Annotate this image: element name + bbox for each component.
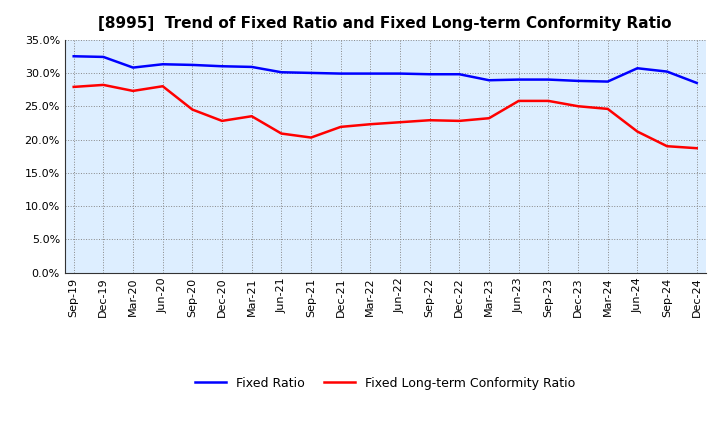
Fixed Ratio: [693, 80, 701, 85]
Fixed Ratio: [574, 78, 582, 84]
Fixed Long-term Conformity Ratio: [366, 121, 374, 127]
Title: [8995]  Trend of Fixed Ratio and Fixed Long-term Conformity Ratio: [8995] Trend of Fixed Ratio and Fixed Lo…: [99, 16, 672, 32]
Fixed Long-term Conformity Ratio: [336, 124, 345, 129]
Line: Fixed Ratio: Fixed Ratio: [73, 56, 697, 83]
Fixed Long-term Conformity Ratio: [99, 82, 108, 88]
Fixed Ratio: [366, 71, 374, 76]
Fixed Long-term Conformity Ratio: [485, 116, 493, 121]
Fixed Long-term Conformity Ratio: [426, 117, 434, 123]
Fixed Long-term Conformity Ratio: [69, 84, 78, 90]
Fixed Ratio: [69, 54, 78, 59]
Fixed Ratio: [633, 66, 642, 71]
Fixed Long-term Conformity Ratio: [693, 146, 701, 151]
Fixed Ratio: [514, 77, 523, 82]
Fixed Long-term Conformity Ratio: [396, 120, 405, 125]
Fixed Long-term Conformity Ratio: [544, 98, 553, 103]
Fixed Long-term Conformity Ratio: [188, 107, 197, 112]
Fixed Ratio: [455, 72, 464, 77]
Line: Fixed Long-term Conformity Ratio: Fixed Long-term Conformity Ratio: [73, 85, 697, 148]
Fixed Ratio: [188, 62, 197, 68]
Fixed Ratio: [544, 77, 553, 82]
Fixed Long-term Conformity Ratio: [217, 118, 226, 124]
Fixed Long-term Conformity Ratio: [158, 84, 167, 89]
Fixed Ratio: [662, 69, 671, 74]
Fixed Long-term Conformity Ratio: [248, 114, 256, 119]
Fixed Long-term Conformity Ratio: [633, 129, 642, 134]
Fixed Long-term Conformity Ratio: [514, 98, 523, 103]
Fixed Long-term Conformity Ratio: [662, 143, 671, 149]
Fixed Ratio: [248, 64, 256, 70]
Fixed Ratio: [158, 62, 167, 67]
Fixed Ratio: [426, 72, 434, 77]
Fixed Ratio: [307, 70, 315, 76]
Fixed Ratio: [485, 77, 493, 83]
Fixed Long-term Conformity Ratio: [277, 131, 286, 136]
Fixed Long-term Conformity Ratio: [455, 118, 464, 124]
Fixed Long-term Conformity Ratio: [603, 106, 612, 111]
Fixed Long-term Conformity Ratio: [129, 88, 138, 94]
Fixed Ratio: [277, 70, 286, 75]
Fixed Ratio: [603, 79, 612, 84]
Fixed Ratio: [396, 71, 405, 76]
Fixed Ratio: [336, 71, 345, 76]
Fixed Long-term Conformity Ratio: [307, 135, 315, 140]
Fixed Ratio: [99, 54, 108, 59]
Fixed Long-term Conformity Ratio: [574, 103, 582, 109]
Fixed Ratio: [217, 64, 226, 69]
Legend: Fixed Ratio, Fixed Long-term Conformity Ratio: Fixed Ratio, Fixed Long-term Conformity …: [190, 372, 580, 395]
Fixed Ratio: [129, 65, 138, 70]
